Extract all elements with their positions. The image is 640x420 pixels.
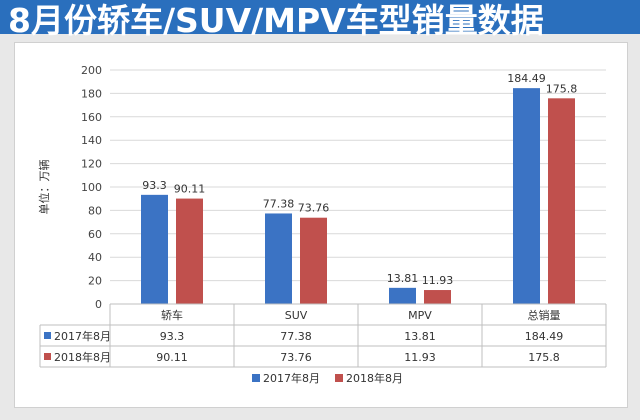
y-tick-label: 100 <box>81 181 102 194</box>
table-legend-key <box>44 353 51 360</box>
bar <box>548 98 575 305</box>
legend-label: 2017年8月 <box>263 371 320 385</box>
table-cell: 175.8 <box>528 351 560 364</box>
data-label: 73.76 <box>298 202 330 215</box>
y-tick-label: 120 <box>81 158 102 171</box>
y-tick-label: 40 <box>88 251 102 264</box>
legend-label: 2018年8月 <box>346 371 403 385</box>
data-label: 93.3 <box>142 179 167 192</box>
x-tick-label: MPV <box>408 309 432 322</box>
table-cell: 90.11 <box>156 351 188 364</box>
bar <box>389 287 416 304</box>
table-cell: 11.93 <box>404 351 436 364</box>
y-axis-label: 单位：万辆 <box>37 160 51 215</box>
x-tick-label: 总销量 <box>528 308 561 322</box>
data-label: 175.8 <box>546 82 578 95</box>
data-label: 13.81 <box>387 272 419 285</box>
y-tick-label: 0 <box>95 298 102 311</box>
legend-key <box>252 374 260 382</box>
legend-key <box>335 374 343 382</box>
table-cell: 184.49 <box>525 330 564 343</box>
y-tick-label: 140 <box>81 134 102 147</box>
title-bar: 8月份轿车/SUV/MPV车型销量数据 <box>0 0 640 40</box>
bar <box>424 290 451 304</box>
y-tick-label: 80 <box>88 204 102 217</box>
table-series-name: 2017年8月 <box>54 329 111 343</box>
bar <box>513 88 540 304</box>
x-tick-label: SUV <box>285 309 308 322</box>
page-title: 8月份轿车/SUV/MPV车型销量数据 <box>8 1 544 40</box>
bar <box>176 198 203 304</box>
bar <box>141 194 168 304</box>
data-label: 184.49 <box>507 72 546 85</box>
y-tick-label: 180 <box>81 87 102 100</box>
data-label: 11.93 <box>422 274 454 287</box>
table-series-name: 2018年8月 <box>54 350 111 364</box>
table-cell: 77.38 <box>280 330 312 343</box>
table-cell: 93.3 <box>160 330 185 343</box>
y-tick-label: 160 <box>81 111 102 124</box>
table-cell: 13.81 <box>404 330 436 343</box>
bar <box>265 213 292 304</box>
table-legend-key <box>44 332 51 339</box>
x-tick-label: 轿车 <box>161 308 183 322</box>
y-tick-label: 20 <box>88 275 102 288</box>
bar <box>300 217 327 304</box>
y-tick-label: 60 <box>88 228 102 241</box>
table-cell: 73.76 <box>280 351 312 364</box>
y-tick-label: 200 <box>81 64 102 77</box>
data-label: 77.38 <box>263 197 295 210</box>
data-label: 90.11 <box>174 183 206 196</box>
